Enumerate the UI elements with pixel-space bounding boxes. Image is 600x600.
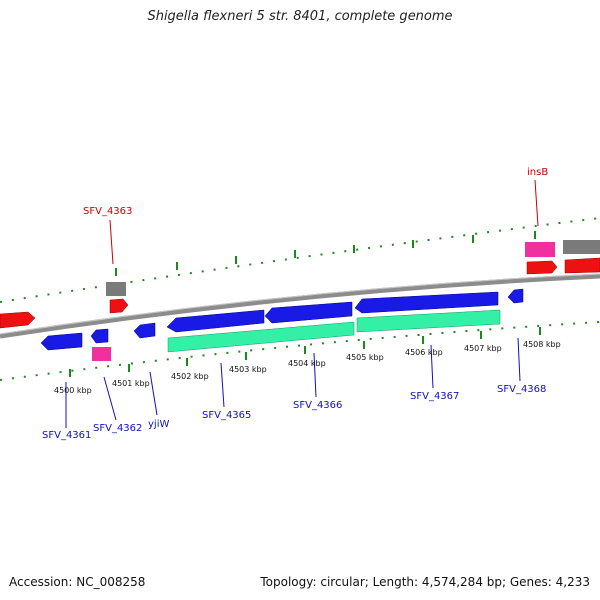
accession-info: Accession: NC_008258 <box>9 575 145 589</box>
genome-backbone <box>0 273 600 339</box>
gene-label-insb[interactable]: insB <box>527 167 548 178</box>
ruler-tick-label: 4508 kbp <box>523 340 561 349</box>
ruler-labels: 4500 kbp 4501 kbp 4502 kbp 4503 kbp 4504… <box>54 340 561 395</box>
cds-feature-sfv4361[interactable] <box>40 332 83 351</box>
cds-feature-yjiw[interactable] <box>133 322 156 339</box>
ruler-tick-label: 4501 kbp <box>112 379 150 388</box>
cds-feature-sfv4362[interactable] <box>90 328 109 344</box>
misc-feature-gray-left[interactable] <box>106 282 126 296</box>
cds-feature-sfv4366[interactable] <box>264 301 353 324</box>
ruler-tick-label: 4503 kbp <box>229 365 267 374</box>
gene-label-sfv4361[interactable]: SFV_4361 <box>42 430 91 441</box>
cds-feature-red-insb-2[interactable] <box>564 257 600 274</box>
gene-label-yjiw[interactable]: yjiW <box>148 419 169 430</box>
map-title: Shigella flexneri 5 str. 8401, complete … <box>147 9 453 24</box>
gene-label-sfv4363[interactable]: SFV_4363 <box>83 206 132 217</box>
ruler-tick-label: 4506 kbp <box>405 348 443 357</box>
cds-feature-red-sfv4363[interactable] <box>109 298 129 314</box>
ruler-tick-label: 4504 kbp <box>288 359 326 368</box>
misc-feature-gray-right[interactable] <box>563 240 600 254</box>
gene-label-sfv4367[interactable]: SFV_4367 <box>410 391 459 402</box>
outer-tick-row <box>0 217 600 303</box>
rna-feature-teal-2[interactable] <box>356 309 501 333</box>
cds-feature-sfv4367[interactable] <box>354 291 499 314</box>
accession-value: NC_008258 <box>76 575 146 589</box>
cds-feature-sfv4365[interactable] <box>166 309 265 333</box>
ruler-tick-label: 4505 kbp <box>346 353 384 362</box>
gene-labels: SFV_4361 SFV_4362 yjiW SFV_4365 SFV_4366… <box>42 167 548 441</box>
cds-feature-red-insb-1[interactable] <box>526 260 558 275</box>
ruler-tick-label: 4500 kbp <box>54 386 92 395</box>
accession-label: Accession: <box>9 575 73 589</box>
gene-label-sfv4362[interactable]: SFV_4362 <box>93 423 142 434</box>
inner-tick-row <box>0 321 600 381</box>
label-leaders <box>65 179 539 428</box>
gene-label-sfv4366[interactable]: SFV_4366 <box>293 400 342 411</box>
misc-feature-pink-left[interactable] <box>92 347 111 361</box>
misc-feature-pink-right[interactable] <box>525 242 555 257</box>
cds-feature-sfv4368[interactable] <box>507 288 524 304</box>
rna-feature-teal-1[interactable] <box>167 321 355 353</box>
gene-label-sfv4365[interactable]: SFV_4365 <box>202 410 251 421</box>
genome-summary: Topology: circular; Length: 4,574,284 bp… <box>260 575 590 589</box>
ruler-tick-label: 4507 kbp <box>464 344 502 353</box>
ruler-major-ticks <box>69 231 541 377</box>
gene-label-sfv4368[interactable]: SFV_4368 <box>497 384 546 395</box>
cds-feature-red-left[interactable] <box>0 311 36 329</box>
ruler-tick-label: 4502 kbp <box>171 372 209 381</box>
